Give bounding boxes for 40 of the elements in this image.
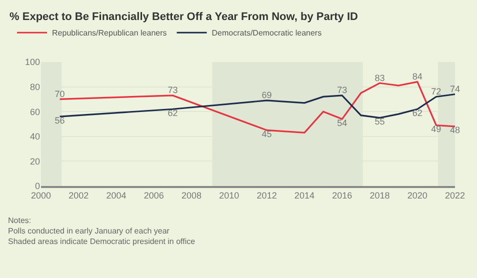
- data-label: 56: [54, 115, 65, 126]
- text: Notes:: [8, 216, 32, 225]
- text: Polls conducted in early January of each year: [8, 226, 170, 236]
- data-label: 62: [412, 108, 422, 118]
- data-label: 48: [450, 125, 460, 136]
- data-label: 73: [168, 85, 178, 96]
- data-label: 55: [374, 116, 385, 127]
- data-label: 72: [431, 86, 442, 96]
- y-tick-label: 40: [30, 132, 40, 142]
- data-label: 45: [262, 128, 272, 139]
- y-tick-label: 20: [30, 156, 40, 166]
- x-tick-label: 2006: [144, 190, 164, 201]
- data-label: 83: [374, 72, 385, 83]
- text: Shaded areas indicate Democratic president in office: [8, 236, 196, 246]
- x-tick-label: 2012: [256, 190, 277, 201]
- data-label: 74: [450, 84, 460, 94]
- data-label: 69: [262, 90, 272, 100]
- y-tick-label: 80: [30, 82, 40, 92]
- x-tick-label: 2002: [68, 190, 89, 201]
- data-label: 62: [168, 108, 178, 118]
- chart-title: % Expect to Be Financially Better Off a Year From Now, by Party ID: [10, 11, 358, 24]
- data-label: 84: [412, 72, 422, 82]
- x-tick-label: 2020: [407, 190, 428, 201]
- legend-label: Democrats/Democratic leaners: [212, 28, 322, 38]
- data-label: 54: [337, 118, 348, 128]
- data-label: 49: [431, 124, 442, 134]
- x-tick-label: 2000: [30, 190, 52, 201]
- x-tick-label: 2016: [332, 190, 352, 201]
- x-tick-label: 2022: [444, 190, 466, 201]
- x-tick-label: 2008: [182, 190, 202, 201]
- data-label: 73: [337, 85, 348, 96]
- legend-label: Republicans/Republican leaners: [52, 28, 167, 38]
- data-label: 70: [54, 88, 65, 99]
- x-tick-label: 2004: [106, 190, 126, 201]
- y-tick-label: 100: [24, 57, 40, 68]
- y-tick-label: 0: [34, 181, 40, 192]
- x-tick-label: 2018: [370, 190, 390, 201]
- x-tick-label: 2014: [294, 190, 314, 201]
- x-tick-label: 2010: [219, 190, 240, 201]
- y-tick-label: 60: [30, 106, 40, 117]
